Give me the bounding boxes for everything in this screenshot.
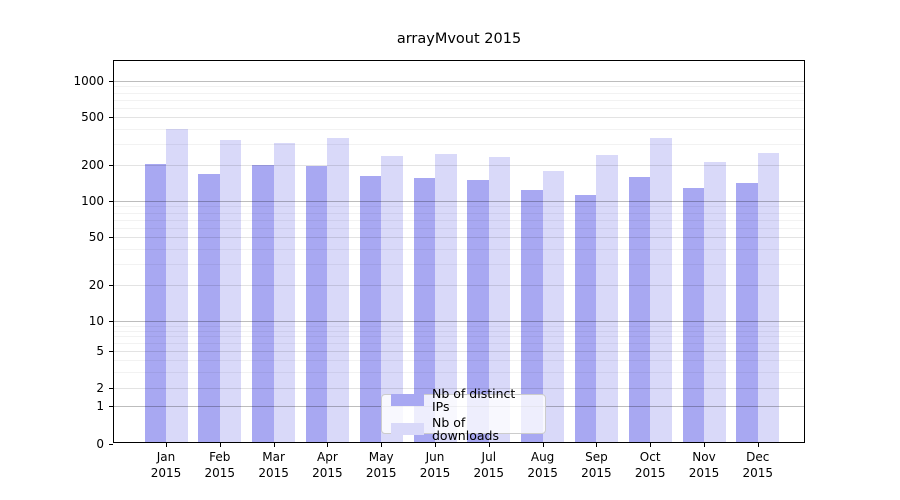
plot-area: 1000 500 200 100 50 20 10 5 2 1 0 Jan 2015 Feb 2015 Mar… — [73, 60, 805, 480]
y-tick-mark-2 — [109, 388, 113, 389]
y-tick-mark-100 — [109, 201, 113, 202]
bar-distinct_ips-dec — [736, 183, 758, 442]
x-tick-mark-feb — [219, 443, 221, 447]
x-tick-mark-jul — [488, 443, 490, 447]
y-tick-label-50: 50 — [88, 230, 104, 245]
x-tick-mark-jan — [166, 443, 167, 447]
bar-distinct_ips-mar — [252, 164, 274, 442]
x-tick-mark-apr — [327, 443, 329, 447]
legend-item-downloads: Nb of downloads — [391, 416, 536, 442]
bar-distinct_ips-jun — [413, 177, 435, 442]
x-tick-mark-aug — [542, 443, 544, 447]
y-tick-label-100: 100 — [81, 194, 104, 208]
legend-item-distinct-ips: Nb of distinct IPs — [391, 387, 536, 413]
x-tick-mark-oct — [650, 443, 652, 447]
y-tick-mark-20 — [109, 284, 113, 286]
bar-downloads-may — [381, 156, 403, 442]
bar-downloads-apr — [327, 137, 349, 442]
x-tick-mark-dec — [757, 443, 759, 447]
legend-swatch-downloads — [391, 422, 424, 435]
y-tick-mark-50 — [109, 237, 113, 239]
y-tick-mark-500 — [109, 117, 113, 119]
y-tick-label-20: 20 — [88, 277, 104, 292]
legend-label-distinct-ips: Nb of distinct IPs — [432, 385, 516, 414]
x-tick-label-aug: Aug 2015 — [527, 450, 558, 480]
bar-distinct_ips-jan — [144, 163, 166, 442]
x-tick-label-jun: Jun 2015 — [419, 450, 451, 480]
x-tick-mark-may — [381, 443, 383, 447]
y-tick-label-0: 0 — [96, 437, 104, 451]
bar-downloads-jun — [435, 154, 457, 442]
bar-downloads-nov — [704, 162, 726, 442]
legend-swatch-distinct-ips — [391, 393, 424, 406]
y-tick-mark-5 — [109, 351, 113, 352]
bars-layer — [114, 61, 804, 442]
bar-downloads-aug — [542, 170, 565, 442]
bar-downloads-mar — [273, 142, 296, 442]
bar-distinct_ips-aug — [521, 189, 543, 442]
bar-downloads-sep — [596, 154, 618, 442]
y-tick-mark-10 — [109, 321, 113, 322]
bar-distinct_ips-apr — [305, 166, 328, 442]
x-tick-label-sep: Sep 2015 — [581, 450, 612, 480]
y-tick-mark-1000 — [109, 81, 113, 82]
x-tick-label-jul: Jul 2015 — [473, 450, 505, 480]
chart-title: arrayMvout 2015 — [396, 31, 522, 47]
x-tick-label-dec: Dec 2015 — [742, 450, 774, 480]
x-tick-label-mar: Mar 2015 — [258, 450, 289, 480]
bar-distinct_ips-oct — [628, 176, 651, 442]
y-tick-label-10: 10 — [88, 314, 104, 328]
bar-downloads-jul — [488, 157, 511, 442]
axis-layer: 1000 500 200 100 50 20 10 5 2 1 0 Jan 2015 Feb 2015 Mar… — [73, 61, 804, 480]
bar-downloads-feb — [219, 139, 242, 442]
y-tick-label-1000: 1000 — [73, 74, 104, 88]
x-tick-label-oct: Oct 2015 — [634, 450, 666, 480]
x-tick-mark-jun — [435, 443, 436, 447]
x-tick-label-feb: Feb 2015 — [204, 450, 236, 480]
y-tick-mark-0 — [109, 444, 113, 445]
legend: Nb of distinct IPs Nb of downloads — [381, 387, 546, 442]
bar-downloads-oct — [650, 138, 672, 442]
x-tick-label-apr: Apr 2015 — [312, 450, 343, 480]
bar-downloads-dec — [757, 153, 780, 442]
bar-distinct_ips-jul — [467, 179, 489, 442]
y-tick-label-1: 1 — [96, 399, 104, 413]
x-tick-mark-nov — [704, 443, 705, 447]
y-tick-label-200: 200 — [81, 157, 104, 172]
bar-distinct_ips-sep — [574, 194, 597, 442]
x-tick-mark-mar — [273, 443, 275, 447]
bar-distinct_ips-nov — [682, 188, 704, 442]
legend-label-downloads: Nb of downloads — [432, 414, 499, 443]
x-tick-mark-sep — [596, 443, 598, 447]
x-tick-label-may: May 2015 — [365, 450, 397, 480]
y-tick-label-5: 5 — [96, 344, 104, 358]
x-tick-label-jan: Jan 2015 — [150, 450, 182, 480]
y-tick-label-2: 2 — [96, 381, 104, 395]
y-tick-mark-1 — [109, 406, 113, 407]
bar-distinct_ips-may — [359, 175, 382, 442]
bar-distinct_ips-feb — [198, 173, 220, 442]
x-tick-label-nov: Nov 2015 — [688, 450, 720, 480]
bar-downloads-jan — [166, 128, 188, 442]
y-tick-mark-200 — [109, 164, 113, 166]
y-tick-label-500: 500 — [81, 110, 104, 125]
